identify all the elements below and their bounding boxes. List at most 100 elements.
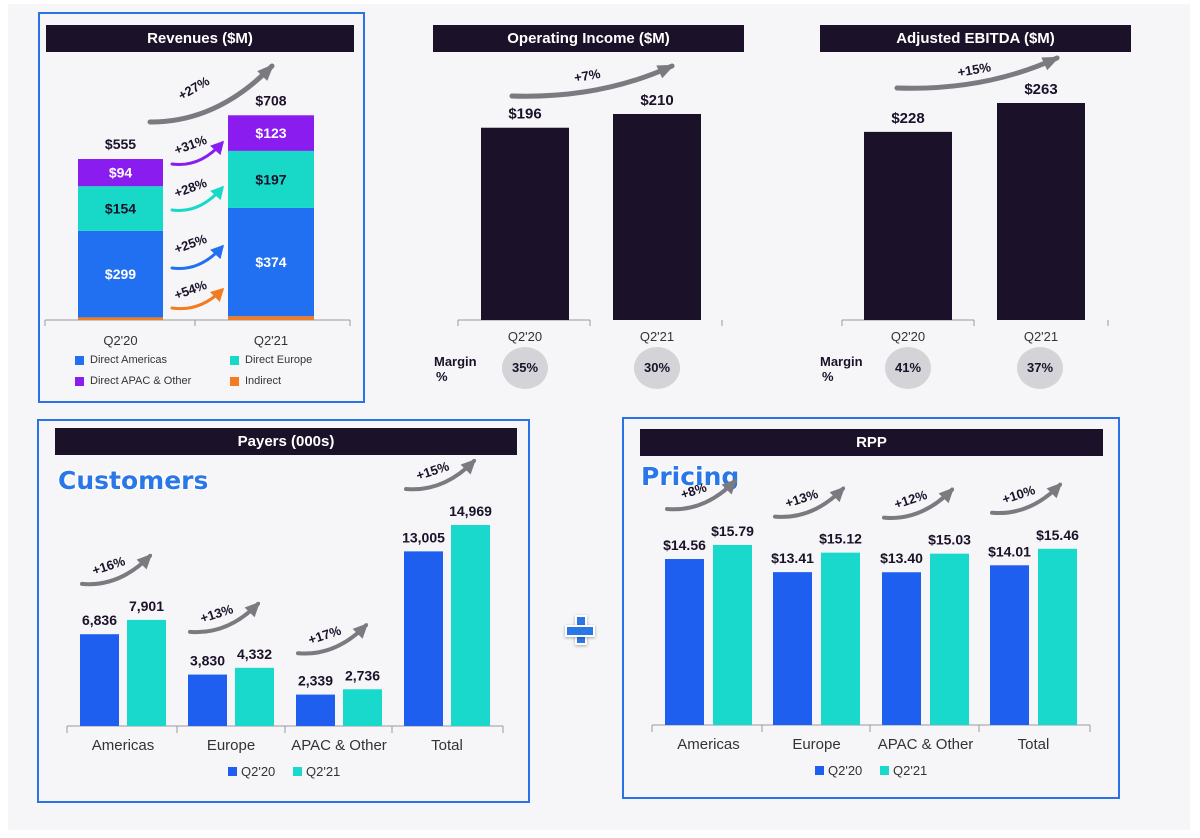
revenues-bar-segment-americas: [78, 230, 163, 318]
payers-x-tick-label: Americas: [92, 737, 155, 754]
payers-legend-label-q221: Q2'21: [306, 764, 340, 779]
customers-callout: Customers: [58, 466, 209, 495]
operating_income-bar: [613, 114, 701, 320]
rpp-bar-q220: [665, 559, 704, 725]
payers-growth-label: +16%: [90, 553, 127, 578]
rpp-bar-q221: [930, 553, 969, 725]
payers-legend-swatch-q220: [228, 767, 237, 776]
rpp-value-label-q221: $15.79: [711, 523, 754, 539]
revenues-bar-segment-americas: [228, 207, 314, 317]
payers-value-label-q221: 4,332: [237, 646, 272, 662]
payers-highlight-box: [37, 419, 530, 803]
payers-value-label-q220: 2,339: [298, 673, 333, 689]
rpp-x-tick-label: Total: [1018, 736, 1050, 753]
operating_income-value-label: $196: [508, 106, 541, 123]
rpp-x-tick-label: APAC & Other: [878, 736, 974, 753]
adjusted_ebitda-growth-arrow-shaft: [894, 55, 1060, 91]
legend-item-indirect: Indirect: [230, 375, 281, 387]
operating_income-growth-arrow-shaft: [509, 63, 675, 99]
revenues-segment-label: $94: [109, 165, 133, 181]
revenues-total-label: $708: [255, 92, 286, 108]
margin-label-unit: %: [822, 369, 834, 384]
revenues-segment-label: $299: [105, 266, 136, 282]
rpp-highlight-box: [622, 417, 1120, 799]
payers-bar-q221: [451, 525, 490, 726]
rpp-growth-3-arrow-head: [1046, 482, 1063, 499]
margin-pill-ebitda-q220: 41%: [885, 347, 931, 389]
legend-swatch-americas: [75, 355, 84, 365]
legend-swatch-europe: [230, 355, 239, 365]
payers-x-tick-label: Europe: [207, 737, 255, 754]
payers-x-tick-label: APAC & Other: [291, 737, 387, 754]
operating-income-title: Operating Income ($M): [433, 25, 744, 52]
legend-label: Direct Americas: [90, 354, 168, 366]
payers-legend-label-q220: Q2'20: [241, 764, 275, 779]
rpp-legend-label-q220: Q2'20: [828, 763, 862, 778]
revenues-growth-label-americas: +25%: [172, 231, 209, 257]
revenues-x-tick-label: Q2'20: [103, 333, 137, 348]
payers-value-label-q220: 3,830: [190, 653, 225, 669]
adjusted_ebitda-growth-label: +15%: [956, 59, 992, 80]
revenues-growth-label-apac: +31%: [172, 132, 209, 158]
payers-growth-1-arrow-head: [244, 601, 261, 618]
rpp-legend-swatch-q220: [815, 766, 824, 775]
operating_income-bar: [481, 127, 569, 320]
revenues-bar-segment-apac: [78, 159, 163, 187]
legend-item-direct-europe: Direct Europe: [230, 354, 312, 366]
rpp-growth-2-arrow-head: [938, 487, 955, 504]
operating_income-x-tick-label: Q2'21: [640, 329, 674, 344]
rpp-growth-0-arrow-head: [721, 478, 738, 495]
revenues-growth-europe-arrow-head: [210, 185, 224, 201]
adjusted_ebitda-value-label: $263: [1024, 81, 1057, 98]
payers-value-label-q221: 2,736: [345, 667, 380, 683]
legend-label: Indirect: [245, 375, 282, 387]
adjusted_ebitda-x-tick-label: Q2'21: [1024, 329, 1058, 344]
payers-growth-2-arrow-head: [352, 623, 369, 639]
legend-label: Direct APAC & Other: [90, 375, 192, 387]
revenues-total-growth-arrow-shaft: [147, 63, 275, 125]
adjusted_ebitda-x-tick-label: Q2'20: [891, 329, 925, 344]
payers-bar-q221: [127, 619, 166, 726]
rpp-growth-1-arrow-head: [829, 486, 846, 503]
legend-item-direct-apac: Direct APAC & Other: [75, 375, 191, 387]
payers-growth-label: +17%: [306, 623, 343, 648]
rpp-legend-swatch-q221: [880, 766, 889, 775]
rpp-legend-label-q221: Q2'21: [893, 763, 927, 778]
operating_income-growth-label: +7%: [573, 66, 602, 85]
rpp-value-label-q220: $13.41: [771, 550, 814, 566]
payers-bar-q221: [343, 689, 382, 726]
margin-label-text: Margin: [820, 354, 863, 369]
rpp-value-label-q221: $15.46: [1036, 527, 1079, 543]
legend-swatch-indirect: [230, 376, 239, 386]
margin-label-text: Margin: [434, 354, 477, 369]
payers-x-tick-label: Total: [431, 737, 463, 754]
margin-label-unit: %: [436, 369, 448, 384]
rpp-growth-label: +12%: [892, 487, 929, 512]
payers-bar-q220: [80, 634, 119, 726]
rpp-value-label-q220: $14.56: [663, 537, 706, 553]
adjusted_ebitda-bar: [864, 131, 952, 320]
revenues-segment-label: $154: [105, 201, 136, 217]
adjusted_ebitda-growth-arrow-head: [1041, 56, 1060, 71]
payers-bar-q221: [235, 667, 274, 726]
revenues-x-tick-label: Q2'21: [254, 333, 288, 348]
payers-bar-q220: [188, 674, 227, 726]
revenues-growth-apac-arrow-head: [210, 140, 225, 156]
payers-bar-q220: [296, 694, 335, 726]
payers-value-label-q220: 13,005: [402, 529, 445, 545]
revenues-growth-label-europe: +28%: [172, 175, 209, 201]
payers-legend-swatch-q221: [293, 767, 302, 776]
payers-value-label-q221: 14,969: [449, 503, 492, 519]
margin-pill-oi-q220: 35%: [502, 347, 548, 389]
operating_income-value-label: $210: [640, 92, 673, 109]
revenues-total-label: $555: [105, 136, 136, 152]
payers-title: Payers (000s): [55, 428, 517, 455]
rpp-value-label-q221: $15.12: [819, 531, 862, 547]
legend-swatch-apac: [75, 376, 84, 386]
revenues-segment-label: $374: [255, 254, 286, 270]
revenues-growth-indirect-arrow-head: [209, 287, 225, 303]
payers-growth-3-arrow-head: [460, 458, 477, 475]
revenues-bar-segment-indirect: [78, 317, 163, 320]
revenues-total-growth-arrow-head: [257, 63, 275, 81]
revenues-title: Revenues ($M): [46, 25, 354, 52]
